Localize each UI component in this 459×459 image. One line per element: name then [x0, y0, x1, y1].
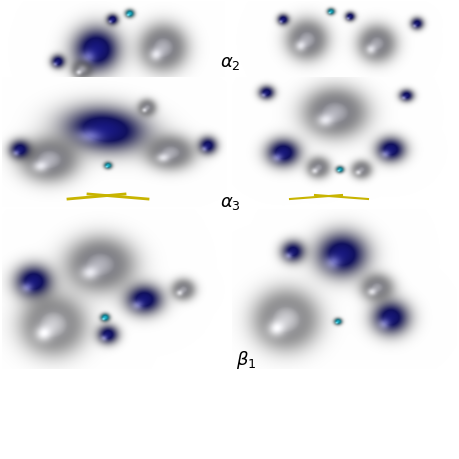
- Text: $\alpha_2$: $\alpha_2$: [219, 54, 240, 72]
- Text: $\alpha_3$: $\alpha_3$: [219, 194, 240, 212]
- Text: $\beta_1$: $\beta_1$: [235, 348, 256, 370]
